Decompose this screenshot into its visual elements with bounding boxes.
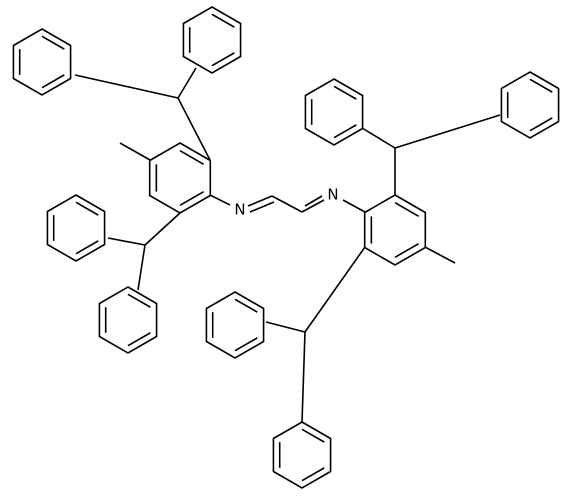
bond (301, 467, 325, 482)
bond (234, 337, 258, 352)
ring (304, 78, 364, 146)
bond (529, 117, 553, 132)
bond (247, 195, 273, 207)
bond (301, 428, 325, 443)
bond (209, 194, 231, 206)
ring (363, 194, 427, 266)
atom-label: N (234, 201, 245, 219)
bond (107, 237, 146, 246)
bond (211, 52, 235, 67)
ring (182, 6, 242, 74)
bond (144, 212, 181, 246)
bond (41, 74, 65, 89)
bond (137, 244, 146, 291)
bond (234, 298, 258, 313)
bond (75, 201, 99, 216)
bond (265, 321, 306, 333)
bond (41, 35, 65, 50)
bond (394, 202, 420, 218)
bond (394, 114, 501, 149)
bond (177, 97, 211, 161)
bond (119, 142, 151, 161)
bond (529, 78, 553, 93)
ring (46, 194, 106, 262)
bond (304, 246, 366, 333)
bond (424, 246, 456, 264)
bond (271, 195, 303, 213)
bond (127, 293, 151, 308)
bond (177, 67, 197, 99)
ring (98, 286, 158, 354)
ring (500, 71, 560, 139)
bond (179, 150, 205, 166)
bonds (12, 6, 560, 489)
bond (74, 74, 179, 99)
bond (301, 199, 325, 213)
bond (211, 13, 235, 28)
bond (127, 332, 151, 347)
bond (304, 195, 323, 207)
bond (333, 124, 357, 139)
bond (301, 331, 306, 423)
bond (249, 201, 275, 213)
ring (272, 421, 332, 489)
bond (75, 240, 99, 255)
bond (179, 190, 205, 206)
ring (205, 291, 265, 359)
atom-label: N (327, 186, 338, 204)
ring (148, 142, 212, 214)
bond (333, 85, 357, 100)
bond (394, 242, 420, 258)
bond (342, 199, 366, 213)
bond (361, 127, 396, 149)
ring (12, 28, 72, 96)
